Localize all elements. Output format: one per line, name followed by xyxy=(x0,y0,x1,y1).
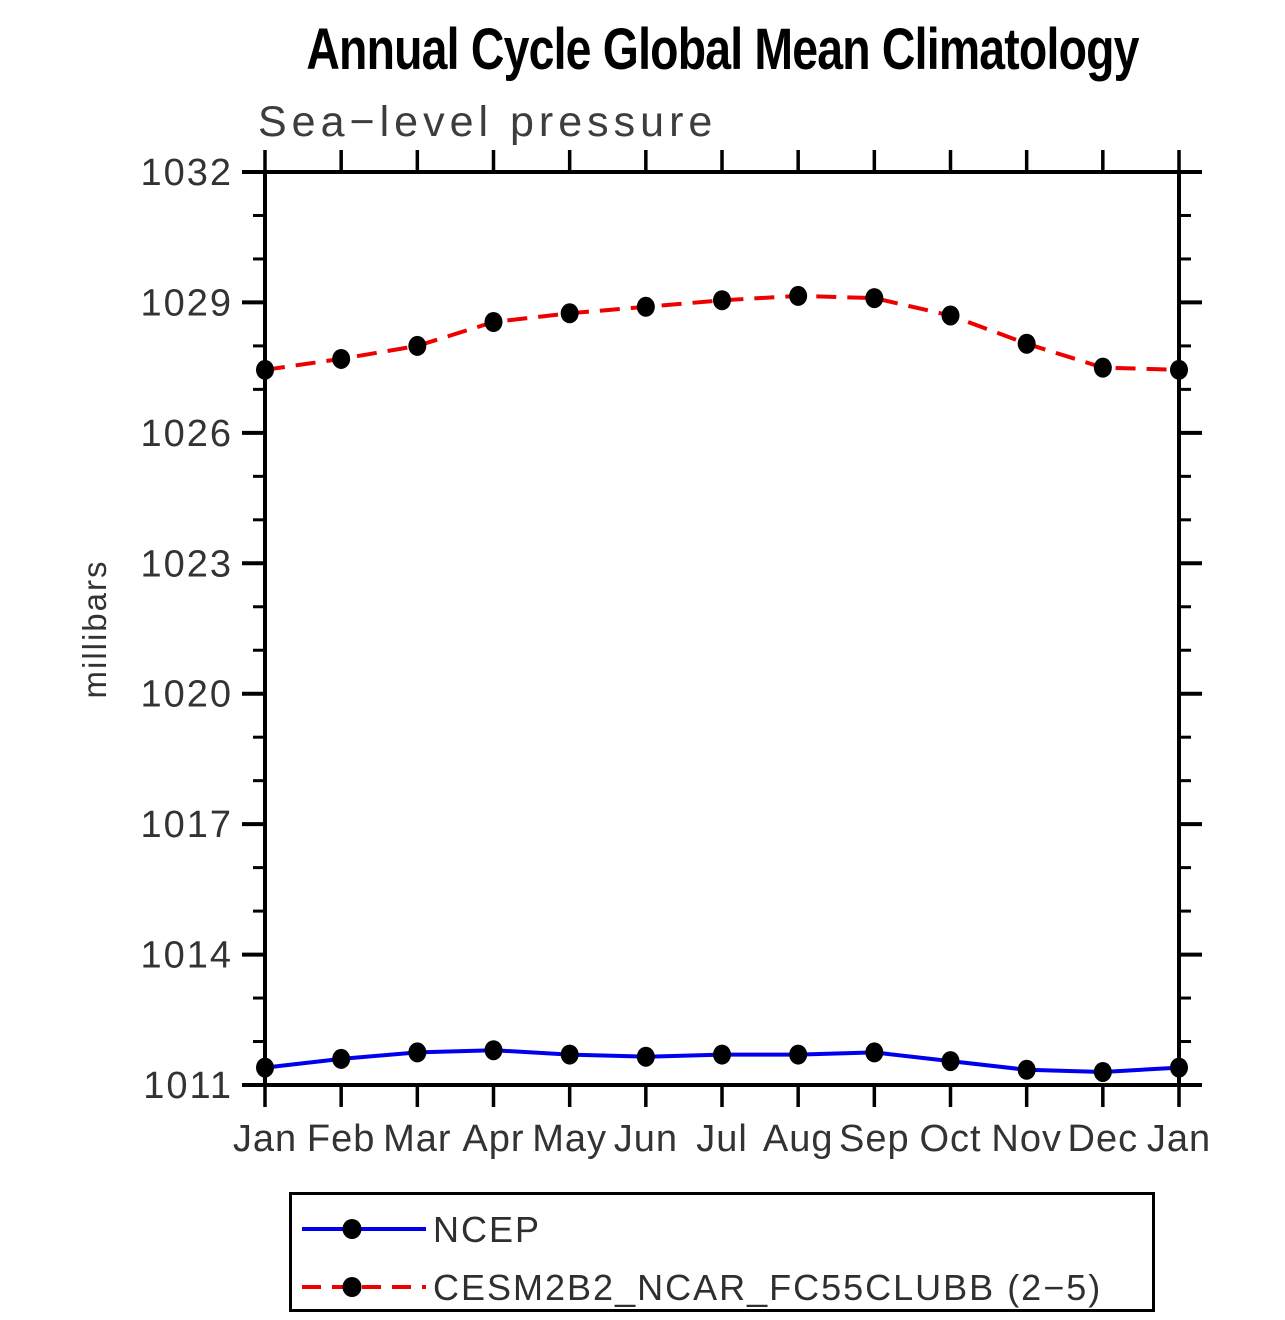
data-point-marker xyxy=(408,335,427,356)
x-tick-label: May xyxy=(532,1118,607,1160)
y-tick-label: 1026 xyxy=(140,413,233,455)
data-point-marker xyxy=(1017,1059,1036,1080)
data-point-marker xyxy=(560,1044,579,1065)
legend-marker xyxy=(342,1219,362,1239)
data-point-marker xyxy=(713,290,731,311)
data-point-marker xyxy=(865,288,884,309)
data-point-marker xyxy=(484,1040,503,1061)
legend-item-ncep: NCEP xyxy=(292,1209,1152,1250)
data-point-marker xyxy=(789,285,808,306)
legend-label-ncep: NCEP xyxy=(433,1209,542,1250)
legend-line-sample-cesm2b2 xyxy=(302,1277,426,1297)
y-tick-label: 1014 xyxy=(140,935,233,977)
plot-frame xyxy=(263,170,1181,1087)
data-point-marker xyxy=(332,1048,351,1069)
x-tick-label: Aug xyxy=(763,1118,834,1160)
legend-marker xyxy=(342,1277,362,1297)
x-tick-label: Dec xyxy=(1068,1118,1139,1160)
x-tick-label: Jul xyxy=(696,1118,748,1160)
data-point-marker xyxy=(636,296,655,317)
legend-line-sample-ncep xyxy=(302,1219,426,1239)
y-tick-label: 1029 xyxy=(140,282,233,324)
data-point-marker xyxy=(256,359,274,380)
x-tick-label: Jun xyxy=(614,1118,678,1160)
x-tick-label: Nov xyxy=(991,1118,1062,1160)
data-point-marker xyxy=(636,1046,655,1067)
x-tick-label: Mar xyxy=(383,1118,451,1160)
data-point-marker xyxy=(1170,359,1188,380)
data-point-marker xyxy=(560,303,579,324)
legend: NCEP CESM2B2_NCAR_FC55CLUBB (2−5) xyxy=(289,1192,1155,1312)
data-point-marker xyxy=(941,1051,960,1072)
data-point-marker xyxy=(1093,1061,1112,1082)
x-tick-label: Jan xyxy=(1147,1118,1211,1160)
x-tick-label: Jan xyxy=(233,1118,297,1160)
legend-item-cesm2b2: CESM2B2_NCAR_FC55CLUBB (2−5) xyxy=(292,1267,1152,1308)
x-tick-label: Feb xyxy=(307,1118,375,1160)
y-tick-label: 1020 xyxy=(140,674,233,716)
data-point-marker xyxy=(941,305,960,326)
data-point-marker xyxy=(1170,1057,1188,1078)
data-point-marker xyxy=(789,1044,808,1065)
data-point-marker xyxy=(1017,333,1036,354)
chart-subtitle: Sea−level pressure xyxy=(258,98,718,146)
y-tick-label: 1017 xyxy=(140,804,233,846)
chart-title: Annual Cycle Global Mean Climatology xyxy=(306,17,1139,82)
data-point-marker xyxy=(1093,357,1112,378)
y-tick-label: 1032 xyxy=(140,152,233,194)
data-point-marker xyxy=(256,1057,274,1078)
y-tick-label: 1011 xyxy=(143,1065,233,1107)
data-point-marker xyxy=(484,311,503,332)
x-tick-label: Apr xyxy=(462,1118,524,1160)
data-point-marker xyxy=(865,1042,884,1063)
x-tick-label: Oct xyxy=(919,1118,981,1160)
data-point-marker xyxy=(713,1044,731,1065)
data-point-marker xyxy=(332,348,351,369)
data-point-marker xyxy=(408,1042,427,1063)
y-tick-label: 1023 xyxy=(140,543,233,585)
x-tick-label: Sep xyxy=(839,1118,910,1160)
legend-label-cesm2b2: CESM2B2_NCAR_FC55CLUBB (2−5) xyxy=(433,1267,1103,1308)
